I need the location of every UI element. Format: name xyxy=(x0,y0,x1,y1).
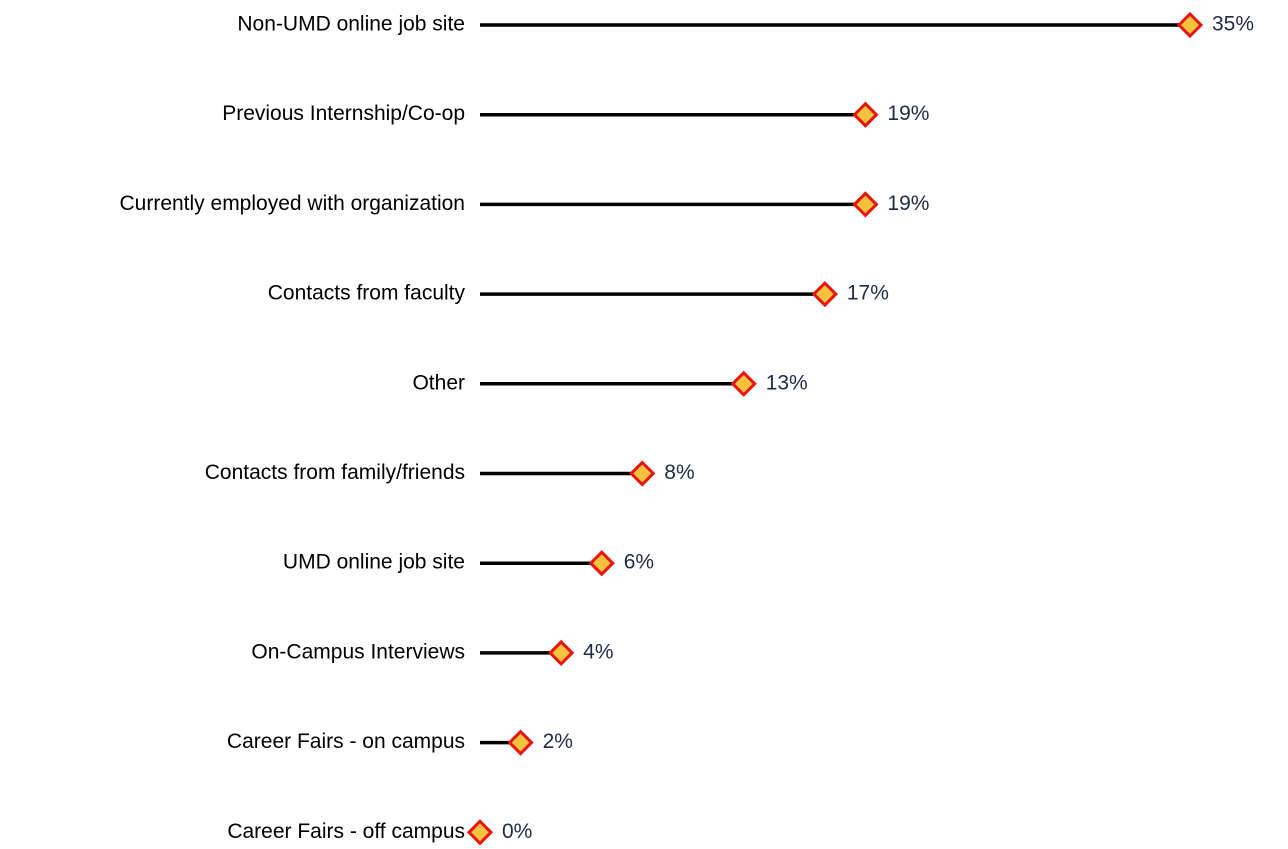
category-label: Contacts from family/friends xyxy=(205,461,465,484)
value-label: 6% xyxy=(624,551,654,574)
marker xyxy=(852,101,879,128)
category-label: Contacts from faculty xyxy=(268,282,466,305)
marker xyxy=(1176,11,1204,39)
category-label: Previous Internship/Co-op xyxy=(222,102,465,125)
value-label: 19% xyxy=(887,102,929,125)
marker xyxy=(811,280,838,308)
value-label: 13% xyxy=(766,371,808,394)
marker xyxy=(588,550,615,577)
marker xyxy=(507,729,534,756)
category-label: Non-UMD online job site xyxy=(237,13,465,36)
category-label: Career Fairs - off campus xyxy=(227,820,465,843)
category-label: Other xyxy=(412,371,465,394)
marker xyxy=(852,191,879,218)
value-label: 4% xyxy=(583,640,613,663)
category-label: Career Fairs - on campus xyxy=(227,730,465,753)
marker xyxy=(466,819,494,846)
marker xyxy=(548,639,575,667)
value-label: 17% xyxy=(847,282,889,305)
value-label: 19% xyxy=(887,192,929,215)
category-label: UMD online job site xyxy=(283,551,465,574)
value-label: 2% xyxy=(543,730,573,753)
value-label: 8% xyxy=(664,461,694,484)
value-label: 35% xyxy=(1212,13,1254,36)
category-label: Currently employed with organization xyxy=(119,192,465,215)
category-label: On-Campus Interviews xyxy=(251,640,465,663)
marker xyxy=(730,370,757,397)
marker xyxy=(629,460,656,487)
value-label: 0% xyxy=(502,820,532,843)
